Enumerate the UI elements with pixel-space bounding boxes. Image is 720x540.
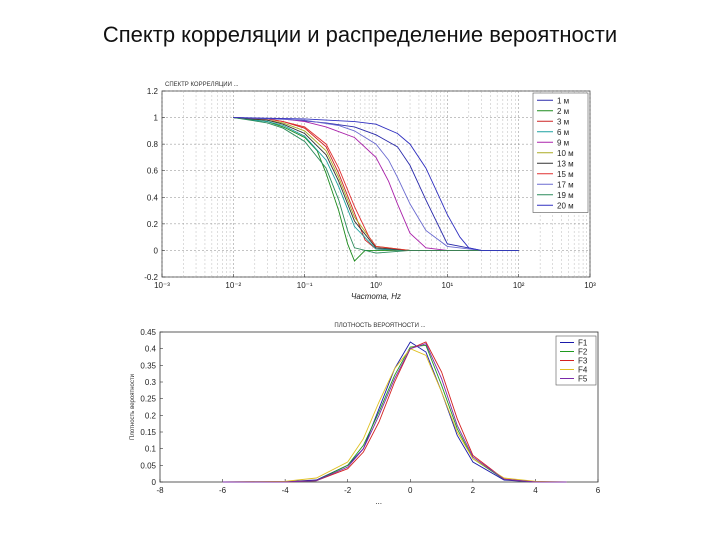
x-tick-label: 10⁰ [370, 281, 382, 290]
legend-label: 9 м [557, 138, 569, 147]
legend-label: 1 м [557, 96, 569, 105]
x-axis-label: Частота, Hz [351, 292, 401, 301]
legend-label: 15 м [557, 170, 574, 179]
slide-title: Спектр корреляции и распределение вероят… [102, 22, 618, 47]
x-tick-label: 10³ [584, 281, 596, 290]
legend-label: 19 м [557, 191, 574, 200]
legend-label: 17 м [557, 180, 574, 189]
legend-label: 3 м [557, 117, 569, 126]
y-tick-label: 0.6 [147, 167, 159, 176]
y-tick-label: 0.2 [147, 220, 159, 229]
legend-label: 13 м [557, 159, 574, 168]
series-line [233, 117, 519, 254]
y-tick-label: 0.4 [147, 193, 159, 202]
x-tick-label: 10¹ [442, 281, 454, 290]
x-tick-label: 10⁻² [225, 281, 241, 290]
series-line [233, 117, 519, 251]
x-tick-label: 10² [513, 281, 525, 290]
y-tick-label: 1 [154, 114, 159, 123]
legend-label: 10 м [557, 149, 574, 158]
legend-label: 6 м [557, 128, 569, 137]
y-tick-label: 0.8 [147, 140, 159, 149]
legend-label: 2 м [557, 107, 569, 116]
y-tick-label: 0 [154, 246, 159, 255]
chart-title: СПЕКТР КОРРЕЛЯЦИИ ... [165, 82, 239, 88]
legend-label: 20 м [557, 201, 574, 210]
y-tick-label: -0.2 [144, 273, 158, 282]
x-tick-label: 10⁻¹ [297, 281, 313, 290]
x-tick-label: 10⁻³ [154, 281, 170, 290]
series-line [233, 117, 519, 251]
y-tick-label: 1.2 [147, 87, 159, 96]
